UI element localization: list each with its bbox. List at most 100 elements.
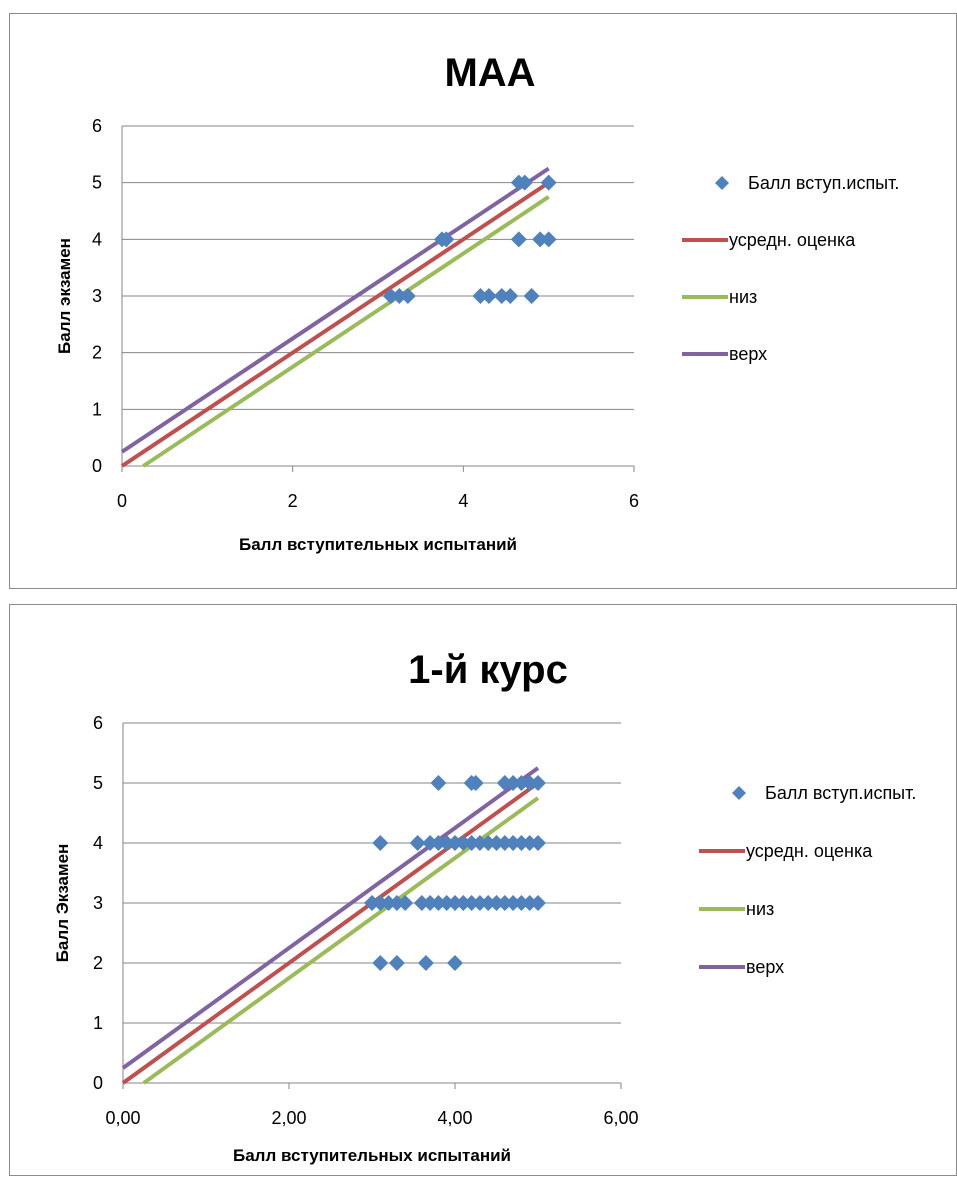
data-point	[513, 775, 530, 791]
data-point	[413, 895, 430, 911]
y-tick-label: 3	[92, 286, 102, 306]
data-point	[505, 775, 522, 791]
legend-label: верх	[729, 344, 767, 364]
y-tick-label: 2	[93, 953, 103, 973]
y-tick-label: 1	[93, 1013, 103, 1033]
data-point	[438, 835, 455, 851]
data-point	[496, 895, 513, 911]
data-point	[422, 895, 439, 911]
data-point	[480, 835, 497, 851]
y-tick-label: 2	[92, 343, 102, 363]
legend-label: усредн. оценка	[746, 841, 873, 861]
series-line-2	[142, 195, 550, 468]
data-point	[505, 895, 522, 911]
data-point	[455, 835, 472, 851]
data-point	[540, 231, 557, 248]
y-axis-title: Балл Экзамен	[53, 844, 72, 963]
legend-marker	[715, 176, 729, 190]
data-point	[430, 895, 447, 911]
data-point	[463, 835, 480, 851]
x-tick-label: 0,00	[105, 1108, 140, 1128]
legend-label: верх	[746, 957, 784, 977]
legend-label: низ	[746, 899, 774, 919]
data-point	[523, 288, 540, 304]
data-point	[391, 288, 408, 304]
x-tick-label: 4,00	[437, 1108, 472, 1128]
data-point	[530, 775, 546, 791]
y-tick-label: 0	[93, 1073, 103, 1093]
y-tick-label: 1	[92, 399, 102, 419]
y-tick-label: 4	[92, 229, 102, 249]
data-point	[513, 895, 530, 911]
data-point	[505, 835, 522, 851]
data-point	[372, 895, 389, 911]
data-point	[532, 231, 549, 248]
data-point	[516, 174, 533, 191]
y-tick-label: 3	[93, 893, 103, 913]
x-tick-label: 2,00	[271, 1108, 306, 1128]
data-point	[380, 895, 397, 911]
data-point	[530, 895, 546, 911]
x-tick-label: 4	[458, 491, 468, 511]
data-point	[488, 835, 505, 851]
chart-maa: МАА 0 1 2 3 4 5 6 0 2 4 6 Балл вступительных испытан…	[9, 13, 957, 589]
data-point	[409, 835, 426, 851]
y-axis-title: Балл экзамен	[55, 238, 74, 354]
legend-marker	[732, 786, 746, 800]
data-point	[493, 288, 510, 304]
x-tick-label: 0	[117, 491, 127, 511]
legend-label: усредн. оценка	[729, 230, 856, 250]
data-point	[471, 835, 488, 851]
chart-first-course-svg: 1-й курс 0 1 2 3 4 5 6 0,00 2,00 4,00 6,00 Балл всту…	[53, 648, 916, 1165]
series-line-1	[121, 781, 540, 1085]
data-point	[488, 895, 505, 911]
data-point	[471, 895, 488, 911]
data-point	[430, 835, 447, 851]
x-tick-label: 6,00	[603, 1108, 638, 1128]
data-point	[467, 775, 484, 791]
chart-first-course: 1-й курс 0 1 2 3 4 5 6 0,00 2,00 4,00 6,00 Балл всту…	[9, 604, 957, 1176]
data-point	[513, 835, 530, 851]
series-line-3	[120, 166, 550, 454]
data-point	[372, 955, 389, 971]
data-point	[388, 895, 405, 911]
y-tick-label: 6	[93, 713, 103, 733]
data-point	[521, 835, 538, 851]
data-point	[364, 895, 380, 911]
chart-title: МАА	[444, 51, 535, 95]
x-axis-title: Балл вступительных испытаний	[233, 1146, 511, 1165]
y-tick-label: 6	[92, 116, 102, 136]
data-point	[521, 775, 538, 791]
series-line-3	[121, 766, 540, 1070]
data-point	[447, 955, 463, 971]
data-point	[447, 835, 463, 851]
data-point	[521, 895, 538, 911]
data-point	[417, 955, 434, 971]
data-point	[372, 835, 389, 851]
data-point	[463, 895, 480, 911]
data-point	[430, 775, 447, 791]
data-point	[502, 288, 519, 304]
y-tick-label: 4	[93, 833, 103, 853]
data-point	[496, 835, 513, 851]
data-point	[472, 288, 489, 304]
data-point	[397, 895, 414, 911]
y-tick-label: 0	[92, 456, 102, 476]
data-point	[388, 955, 405, 971]
x-tick-label: 2	[288, 491, 298, 511]
data-point	[480, 895, 497, 911]
series-line-1	[120, 181, 550, 468]
data-point	[382, 288, 399, 304]
data-point	[540, 174, 557, 191]
legend-label: Балл вступ.испыт.	[748, 173, 899, 193]
data-point	[455, 895, 472, 911]
data-point	[496, 775, 513, 791]
data-point	[480, 288, 497, 304]
data-point	[530, 835, 546, 851]
data-point	[510, 231, 527, 248]
x-tick-label: 6	[629, 491, 639, 511]
chart-title: 1-й курс	[408, 648, 568, 692]
data-point	[399, 288, 416, 304]
data-point	[447, 895, 463, 911]
y-tick-label: 5	[93, 773, 103, 793]
